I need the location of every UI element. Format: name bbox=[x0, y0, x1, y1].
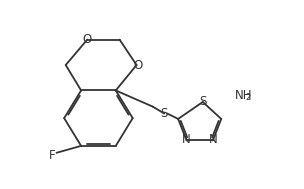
Text: N: N bbox=[181, 133, 190, 146]
Text: S: S bbox=[199, 95, 206, 108]
Text: F: F bbox=[49, 149, 56, 162]
Text: N: N bbox=[209, 133, 218, 146]
Text: O: O bbox=[133, 59, 143, 71]
Text: 2: 2 bbox=[246, 93, 251, 102]
Text: S: S bbox=[161, 107, 168, 120]
Text: NH: NH bbox=[235, 89, 253, 102]
Text: O: O bbox=[83, 33, 92, 46]
